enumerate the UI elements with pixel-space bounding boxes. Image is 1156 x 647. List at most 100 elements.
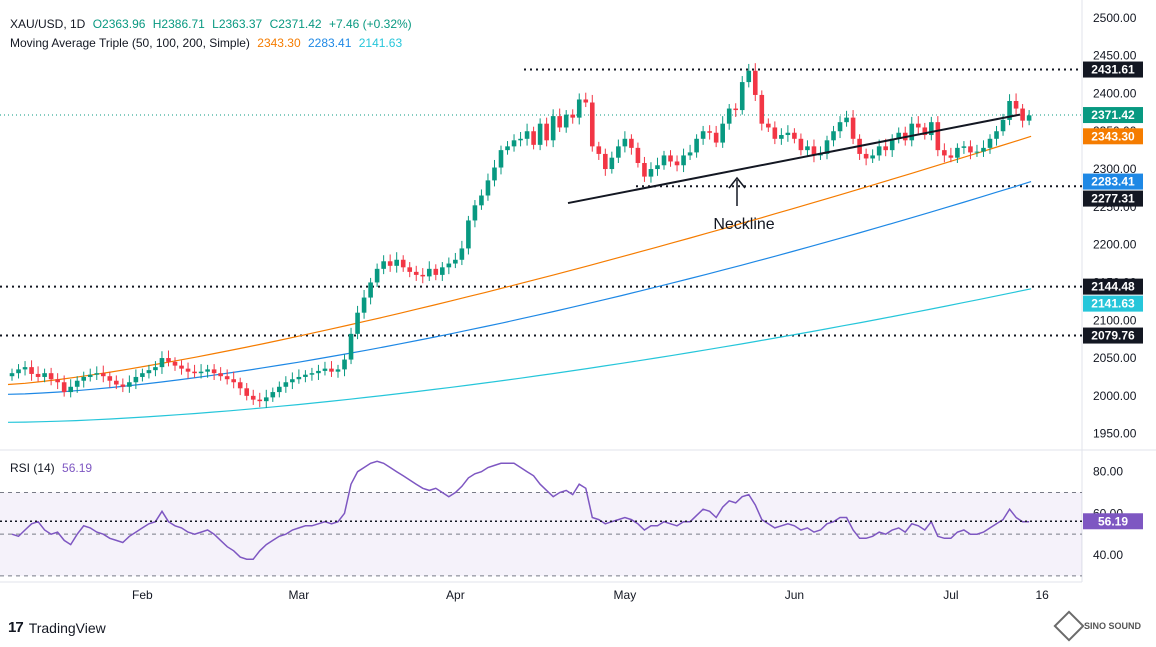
candle-body xyxy=(942,150,947,156)
price-badge-label: 2144.48 xyxy=(1091,280,1135,294)
ma-indicator-label: Moving Average Triple (50, 100, 200, Sim… xyxy=(10,36,250,50)
candle-body xyxy=(648,169,654,177)
candle-body xyxy=(1020,108,1025,121)
price-badge xyxy=(1083,278,1143,295)
candle-body xyxy=(713,132,719,143)
candle-body xyxy=(433,268,439,275)
candle-body xyxy=(589,102,595,147)
price-badge xyxy=(1083,128,1143,145)
rsi-badge-label: 56.19 xyxy=(1098,514,1128,528)
candle-body xyxy=(779,135,784,139)
candle-body xyxy=(746,70,752,83)
candle-body xyxy=(1026,115,1032,121)
candle-body xyxy=(909,123,915,141)
candle-body xyxy=(100,373,106,377)
candle-body xyxy=(224,376,230,380)
candle-body xyxy=(668,155,673,162)
candle-body xyxy=(127,382,132,387)
tradingview-logo[interactable]: 17 TradingView xyxy=(8,619,106,636)
candle-body xyxy=(61,382,67,393)
candle-body xyxy=(785,132,791,136)
candle-body xyxy=(974,151,980,153)
ma-legend: Moving Average Triple (50, 100, 200, Sim… xyxy=(10,36,406,50)
candle-body xyxy=(831,131,836,141)
candle-body xyxy=(968,146,973,153)
candle-body xyxy=(720,123,725,143)
rsi-line xyxy=(11,460,1030,560)
candle-body xyxy=(87,374,93,377)
candle-body xyxy=(374,268,380,283)
time-tick-label: Feb xyxy=(132,588,153,602)
price-tick-label: 1950.00 xyxy=(1093,427,1137,441)
rsi-value: 56.19 xyxy=(62,461,93,475)
candle-body xyxy=(498,150,504,168)
candle-body xyxy=(870,155,875,159)
ma50-line xyxy=(7,135,1032,386)
candle-body xyxy=(479,195,484,206)
candle-body xyxy=(616,146,621,158)
candle-body xyxy=(74,380,80,387)
candle-body xyxy=(876,146,882,156)
candle-body xyxy=(29,367,34,374)
candle-body xyxy=(322,368,328,371)
watermark-text: SINO SOUND xyxy=(1084,621,1142,631)
time-tick-label: 16 xyxy=(1035,588,1049,602)
candle-body xyxy=(863,153,869,159)
candle-body xyxy=(277,386,282,393)
candle-body xyxy=(824,140,830,154)
candle-body xyxy=(537,123,543,145)
candle-body xyxy=(805,146,810,151)
candle-body xyxy=(629,138,634,148)
candle-body xyxy=(550,116,556,141)
candle-body xyxy=(850,117,856,139)
candle-body xyxy=(16,369,21,374)
rsi-tick-label: 80.00 xyxy=(1093,465,1123,479)
candle-body xyxy=(231,379,236,383)
price-tick-label: 2300.00 xyxy=(1093,162,1137,176)
price-tick-label: 2450.00 xyxy=(1093,49,1137,63)
rsi-legend: RSI (14) 56.19 xyxy=(10,461,96,475)
candle-body xyxy=(583,99,589,103)
candle-body xyxy=(35,373,41,377)
candle-body xyxy=(400,259,406,268)
candle-body xyxy=(446,263,452,268)
candle-body xyxy=(576,99,582,118)
ma50-value: 2343.30 xyxy=(257,36,301,50)
candle-body xyxy=(955,147,960,158)
price-badge-label: 2277.31 xyxy=(1091,192,1135,206)
candle-body xyxy=(81,376,87,381)
candle-body xyxy=(192,371,197,374)
price-badge xyxy=(1083,173,1143,190)
candle-body xyxy=(524,131,530,139)
time-tick-label: Mar xyxy=(289,588,310,602)
candle-body xyxy=(518,138,523,141)
candle-body xyxy=(237,382,243,389)
candle-body xyxy=(687,152,693,156)
candle-body xyxy=(270,392,276,398)
price-tick-label: 2500.00 xyxy=(1093,11,1137,25)
candle-body xyxy=(309,373,315,375)
price-badge xyxy=(1083,327,1143,344)
rsi-badge xyxy=(1083,513,1143,530)
time-tick-label: Jul xyxy=(943,588,958,602)
candle-body xyxy=(511,140,517,147)
candle-body xyxy=(792,132,797,139)
ohlc-high: H2386.71 xyxy=(152,17,205,31)
candle-body xyxy=(420,274,426,277)
candle-body xyxy=(635,147,641,163)
price-tick-label: 2050.00 xyxy=(1093,351,1137,365)
candle-body xyxy=(961,146,967,148)
neckline-trendline xyxy=(567,113,1021,205)
candle-body xyxy=(303,374,308,377)
candle-body xyxy=(883,146,888,151)
ma200-line xyxy=(7,288,1032,423)
candle-body xyxy=(48,373,54,380)
price-badge xyxy=(1083,190,1143,207)
candle-body xyxy=(107,376,113,381)
ohlc-open: O2363.96 xyxy=(92,17,146,31)
candle-body xyxy=(413,271,419,275)
candle-body xyxy=(726,108,732,124)
candle-body xyxy=(172,361,178,366)
candle-body xyxy=(733,108,739,111)
